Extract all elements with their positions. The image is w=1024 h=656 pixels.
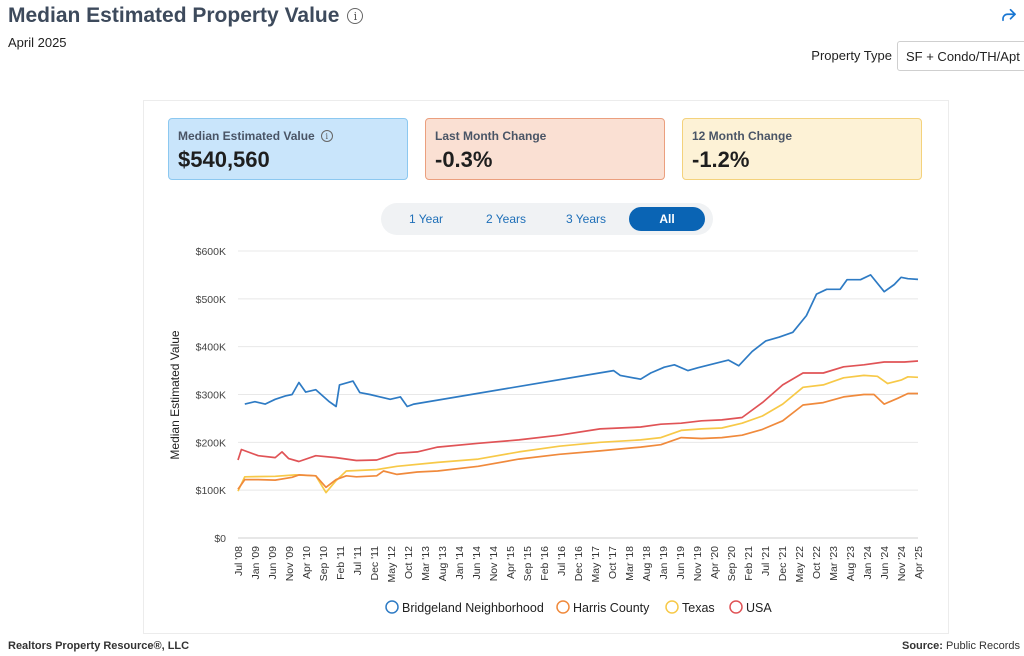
footer-copyright: Realtors Property Resource®, LLC (8, 640, 190, 652)
page-title: Median Estimated Property Value i (8, 4, 364, 28)
property-type-label: Property Type (811, 48, 892, 63)
last-month-change-card: Last Month Change -0.3% (425, 118, 665, 180)
tab-all[interactable]: All (629, 207, 705, 231)
chart-panel: Median Estimated Value i $540,560 Last M… (143, 100, 949, 634)
median-value: $540,560 (178, 147, 270, 172)
twelve-month-change-value: -1.2% (692, 147, 750, 172)
info-icon[interactable]: i (347, 8, 364, 24)
source-value: Public Records (946, 640, 1020, 652)
last-month-change-label: Last Month Change (435, 129, 547, 143)
time-range-tabs: 1 Year 2 Years 3 Years All (381, 203, 713, 235)
median-value-card: Median Estimated Value i $540,560 (168, 118, 408, 180)
median-value-label: Median Estimated Value (178, 129, 315, 143)
twelve-month-change-card: 12 Month Change -1.2% (682, 118, 922, 180)
last-month-change-value: -0.3% (435, 147, 493, 172)
tab-3-years[interactable]: 3 Years (565, 212, 607, 226)
footer-source: Source: Public Records (902, 640, 1020, 652)
page-title-text: Median Estimated Property Value (8, 4, 340, 27)
twelve-month-change-label: 12 Month Change (692, 129, 793, 143)
tab-2-years[interactable]: 2 Years (485, 212, 527, 226)
source-label: Source: (901, 640, 943, 652)
median-value-card-label-row: Median Estimated Value i (178, 129, 398, 143)
tab-1-year[interactable]: 1 Year (408, 212, 444, 226)
property-type-select[interactable]: SF + Condo/TH/Apt (897, 41, 1024, 71)
info-icon[interactable]: i (320, 130, 333, 142)
share-icon[interactable] (1000, 6, 1018, 24)
page-subtitle: April 2025 (8, 35, 67, 50)
